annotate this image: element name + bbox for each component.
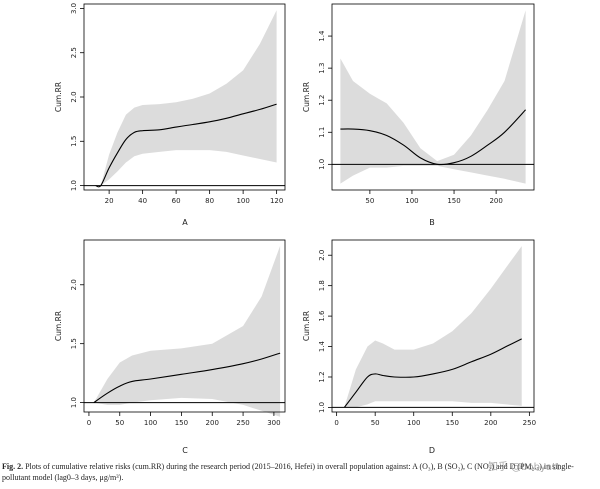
x-tick-label-c: 150: [175, 419, 188, 427]
y-tick-label-c: 1.5: [70, 338, 78, 349]
panel-b: 50 100 150 200 1.0 1.1 1.2 1.3 1.4 Cum.RR B: [302, 3, 535, 227]
plot-frame-c: [83, 239, 286, 413]
panel-label-d: D: [429, 446, 435, 455]
x-tick-label-d: 100: [407, 419, 420, 427]
y-axis-title-b: Cum.RR: [302, 82, 311, 112]
x-tick-label-c: 50: [115, 419, 124, 427]
y-tick-label-c: 2.0: [70, 279, 78, 290]
y-tick-label-d: 1.4: [318, 340, 326, 352]
y-tick-label-a: 2.0: [70, 91, 78, 102]
x-tick-label-a: 40: [138, 197, 147, 205]
x-tick-label-c: 0: [87, 419, 91, 427]
x-tick-label-d: 250: [523, 419, 536, 427]
x-tick-label-d: 200: [484, 419, 497, 427]
panel-label-a: A: [182, 218, 188, 227]
panel-d: 0 50 100 150 200 250 1.0 1.2 1.4 1.6 1.8 2.0 Cum.RR D: [302, 239, 536, 455]
y-tick-label-a: 1.0: [70, 180, 78, 191]
plot-frame-b: [331, 3, 535, 191]
x-tick-label-d: 50: [371, 419, 380, 427]
estimate-line-d: [343, 338, 522, 408]
y-axis-title-d: Cum.RR: [302, 311, 311, 341]
y-axis-title-c: Cum.RR: [54, 311, 63, 341]
panel-label-b: B: [429, 218, 435, 227]
x-tick-label-b: 200: [489, 197, 502, 205]
ci-band-b: [340, 10, 526, 184]
plot-frame-d: [331, 239, 535, 413]
estimate-line-a: [95, 103, 277, 188]
caption-text: Plots of cumulative relative risks (cum.…: [2, 462, 574, 482]
y-tick-label-d: 1.0: [318, 402, 326, 413]
y-tick-label-a: 1.5: [70, 136, 78, 147]
x-tick-label-a: 20: [105, 197, 114, 205]
y-tick-label-b: 1.1: [318, 127, 326, 138]
x-tick-label-a: 100: [236, 197, 249, 205]
y-tick-label-d: 1.6: [318, 310, 326, 322]
panel-c: 0 50 100 150 200 250 300 1.0 1.5 2.0 Cum.RR C: [54, 239, 286, 455]
y-tick-label-a: 3.0: [70, 3, 78, 14]
y-tick-label-d: 1.2: [318, 371, 326, 382]
ci-band-c: [93, 245, 281, 417]
y-axis-title-a: Cum.RR: [54, 82, 63, 112]
x-tick-label-c: 100: [144, 419, 157, 427]
x-tick-label-b: 50: [365, 197, 374, 205]
panel-label-c: C: [182, 446, 188, 455]
caption-figure-number: Fig. 2.: [2, 462, 24, 471]
x-tick-label-d: 0: [334, 419, 338, 427]
x-tick-label-d: 150: [446, 419, 459, 427]
x-tick-label-a: 80: [205, 197, 214, 205]
y-tick-label-d: 2.0: [318, 250, 326, 261]
y-tick-label-b: 1.2: [318, 95, 326, 106]
x-tick-label-c: 200: [206, 419, 219, 427]
x-tick-label-a: 120: [270, 197, 283, 205]
watermark: 知乎 @bobyatt: [488, 462, 560, 473]
x-tick-label-c: 250: [236, 419, 249, 427]
panel-a: 20 40 60 80 100 120 1.0 1.5 2.0 2.5 3.0 Cum.RR A: [54, 3, 286, 227]
y-tick-label-c: 1.0: [70, 397, 78, 408]
y-tick-label-d: 1.8: [318, 280, 326, 291]
ci-band-a: [95, 10, 277, 186]
y-tick-label-a: 2.5: [70, 47, 78, 58]
x-tick-label-a: 60: [172, 197, 181, 205]
x-tick-label-b: 150: [447, 197, 460, 205]
estimate-line-b: [340, 109, 527, 166]
x-tick-label-c: 300: [267, 419, 280, 427]
y-tick-label-b: 1.3: [318, 63, 326, 74]
estimate-line-c: [93, 352, 281, 404]
ci-band-d: [344, 246, 522, 408]
figure-caption: Fig. 2. Plots of cumulative relative ris…: [2, 461, 598, 483]
y-tick-label-b: 1.0: [318, 159, 326, 170]
x-tick-label-b: 100: [405, 197, 418, 205]
y-tick-label-b: 1.4: [318, 30, 326, 42]
